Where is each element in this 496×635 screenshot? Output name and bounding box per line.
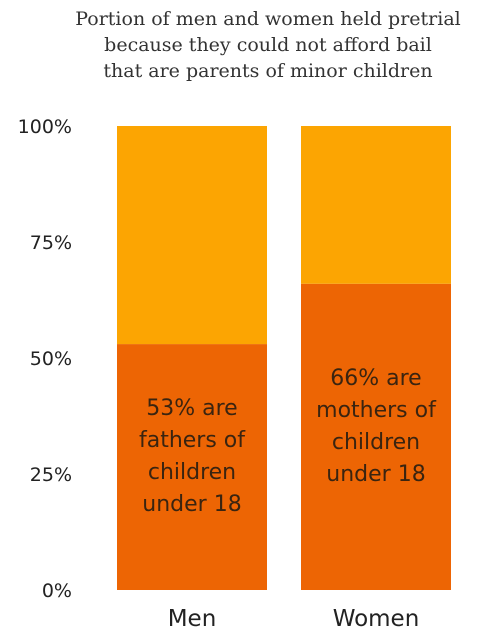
x-category-label: Women bbox=[333, 606, 420, 632]
bar-men-segment-1 bbox=[117, 344, 267, 590]
data-label-line: children bbox=[332, 430, 420, 455]
data-label-line: 66% are bbox=[330, 366, 421, 391]
x-category-label: Men bbox=[168, 606, 217, 632]
y-tick-label: 0% bbox=[42, 580, 72, 602]
data-label-line: 53% are bbox=[146, 396, 237, 421]
y-tick-label: 75% bbox=[30, 232, 72, 254]
data-label-line: mothers of bbox=[316, 398, 437, 423]
y-tick-label: 25% bbox=[30, 464, 72, 486]
bar-men-segment-2 bbox=[117, 126, 267, 345]
chart-title-line-1: Portion of men and women held pretrial bbox=[75, 8, 461, 30]
chart-title-line-2: because they could not afford bail bbox=[104, 34, 432, 56]
data-label-line: fathers of bbox=[139, 428, 246, 453]
chart-title: Portion of men and women held pretrial b… bbox=[40, 6, 496, 84]
chart-title-line-3: that are parents of minor children bbox=[103, 60, 433, 82]
data-label-line: under 18 bbox=[326, 462, 425, 487]
bar-women-segment-2 bbox=[301, 126, 451, 284]
bar-women-segment-1 bbox=[301, 283, 451, 590]
data-label-line: under 18 bbox=[142, 492, 241, 517]
y-tick-label: 50% bbox=[30, 348, 72, 370]
y-tick-label: 100% bbox=[18, 116, 72, 138]
data-label-line: children bbox=[148, 460, 236, 485]
